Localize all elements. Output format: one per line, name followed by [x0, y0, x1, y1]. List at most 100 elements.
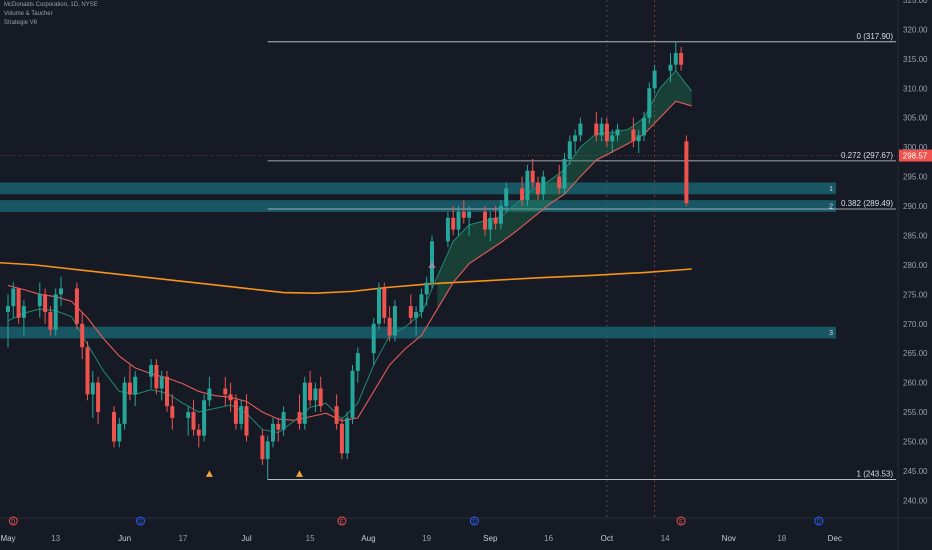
time-tick-label: 16: [544, 534, 553, 543]
event-icon-letter: D: [472, 520, 477, 526]
candle-body: [604, 123, 609, 142]
candle-body: [260, 435, 265, 460]
time-tick-label: 15: [306, 534, 315, 543]
candle-body: [493, 217, 498, 224]
price-tick-label: 285.00: [903, 231, 928, 240]
price-tick-label: 315.00: [903, 55, 928, 64]
candle-body: [223, 388, 228, 395]
candle-body: [350, 370, 355, 418]
candle-body: [355, 353, 360, 371]
price-tick-label: 260.00: [903, 379, 928, 388]
event-icon[interactable]: [676, 516, 686, 526]
candle-body: [536, 182, 540, 195]
candle-body: [127, 382, 132, 395]
indicator-strategy-label[interactable]: Strategie V6: [4, 20, 38, 26]
candle-body: [610, 135, 615, 142]
candle-body: [504, 188, 509, 207]
time-tick-label: Dec: [828, 534, 842, 543]
candle-body: [186, 412, 191, 418]
candle-body: [456, 211, 461, 230]
candle-body: [599, 123, 604, 136]
candle-body: [21, 306, 26, 318]
event-icon-letter: D: [817, 520, 822, 526]
candle-body: [483, 211, 487, 230]
candle-body: [679, 52, 684, 65]
support-zone-label: 3: [829, 330, 833, 337]
price-tick-label: 275.00: [903, 290, 928, 299]
fib-level-label: 0.382 (289.49): [841, 199, 893, 208]
ema-slow-line: [7, 100, 692, 422]
candle-body: [334, 406, 339, 424]
candle-body: [498, 206, 503, 224]
event-icon[interactable]: [337, 516, 347, 526]
event-icon[interactable]: [8, 516, 18, 526]
candle-body: [271, 423, 275, 442]
candle-body: [636, 135, 641, 142]
candle-body: [96, 382, 101, 413]
event-icon[interactable]: [469, 516, 479, 526]
candle-body: [165, 376, 169, 407]
symbol-title[interactable]: McDonalds Corporation, 1D, NYSE: [4, 2, 98, 8]
candle-body: [48, 311, 53, 330]
candle-body: [59, 288, 63, 295]
event-icon[interactable]: [814, 516, 824, 526]
ma-long-line: [0, 261, 692, 294]
time-tick-label: Jul: [241, 534, 251, 543]
event-icon-letter: E: [679, 520, 683, 526]
support-zone[interactable]: [0, 326, 836, 339]
candle-body: [424, 282, 429, 295]
candle-body: [122, 382, 127, 424]
price-tick-label: 295.00: [903, 173, 928, 182]
event-icon-letter: E: [340, 520, 344, 526]
price-tick-label: 320.00: [903, 25, 928, 34]
candle-body: [451, 217, 456, 230]
candle-body: [387, 317, 392, 336]
candle-body: [318, 388, 323, 407]
time-tick-label: 18: [777, 534, 786, 543]
support-zone[interactable]: [0, 200, 836, 212]
candle-body: [392, 306, 397, 336]
candle-body: [244, 406, 249, 436]
support-zone[interactable]: [0, 182, 836, 195]
event-icon-letter: D: [11, 520, 16, 526]
candle-body: [594, 123, 599, 136]
candle-body: [74, 288, 79, 324]
candle-body: [265, 441, 270, 460]
candle-body: [239, 406, 244, 424]
price-tick-label: 265.00: [903, 349, 928, 358]
candle-body: [371, 323, 376, 354]
price-tick-label: 240.00: [903, 496, 928, 505]
candle-body: [445, 217, 450, 242]
candle-body: [191, 412, 196, 430]
fib-level-label: 0.272 (297.67): [841, 151, 893, 160]
candle-body: [345, 417, 350, 454]
candle-body: [6, 306, 10, 312]
candle-body: [149, 364, 154, 377]
price-tick-label: 280.00: [903, 261, 928, 270]
candle-body: [313, 388, 318, 401]
signal-triangle-icon: [205, 470, 213, 477]
price-tick-label: 325.00: [903, 0, 928, 5]
candle-body: [228, 394, 233, 401]
ema-fast-line: [7, 69, 693, 434]
candle-body: [159, 376, 164, 389]
candle-body: [647, 88, 652, 118]
candle-body: [276, 423, 281, 430]
fib-level-label: 1 (243.53): [857, 470, 894, 479]
candle-body: [414, 311, 419, 318]
candle-body: [573, 135, 578, 142]
support-zone-label: 1: [829, 186, 833, 193]
candle-body: [652, 70, 657, 89]
candle-body: [233, 400, 238, 424]
event-icon[interactable]: [136, 516, 145, 526]
signal-triangle-icon: [428, 261, 436, 268]
candle-body: [37, 294, 42, 307]
indicator-volume-label[interactable]: Volume & Taucher: [4, 11, 53, 17]
signal-triangle-icon: [296, 470, 303, 477]
candle-body: [80, 323, 85, 348]
candle-body: [202, 400, 207, 436]
time-tick-label: Nov: [722, 534, 736, 543]
candle-body: [525, 170, 530, 201]
